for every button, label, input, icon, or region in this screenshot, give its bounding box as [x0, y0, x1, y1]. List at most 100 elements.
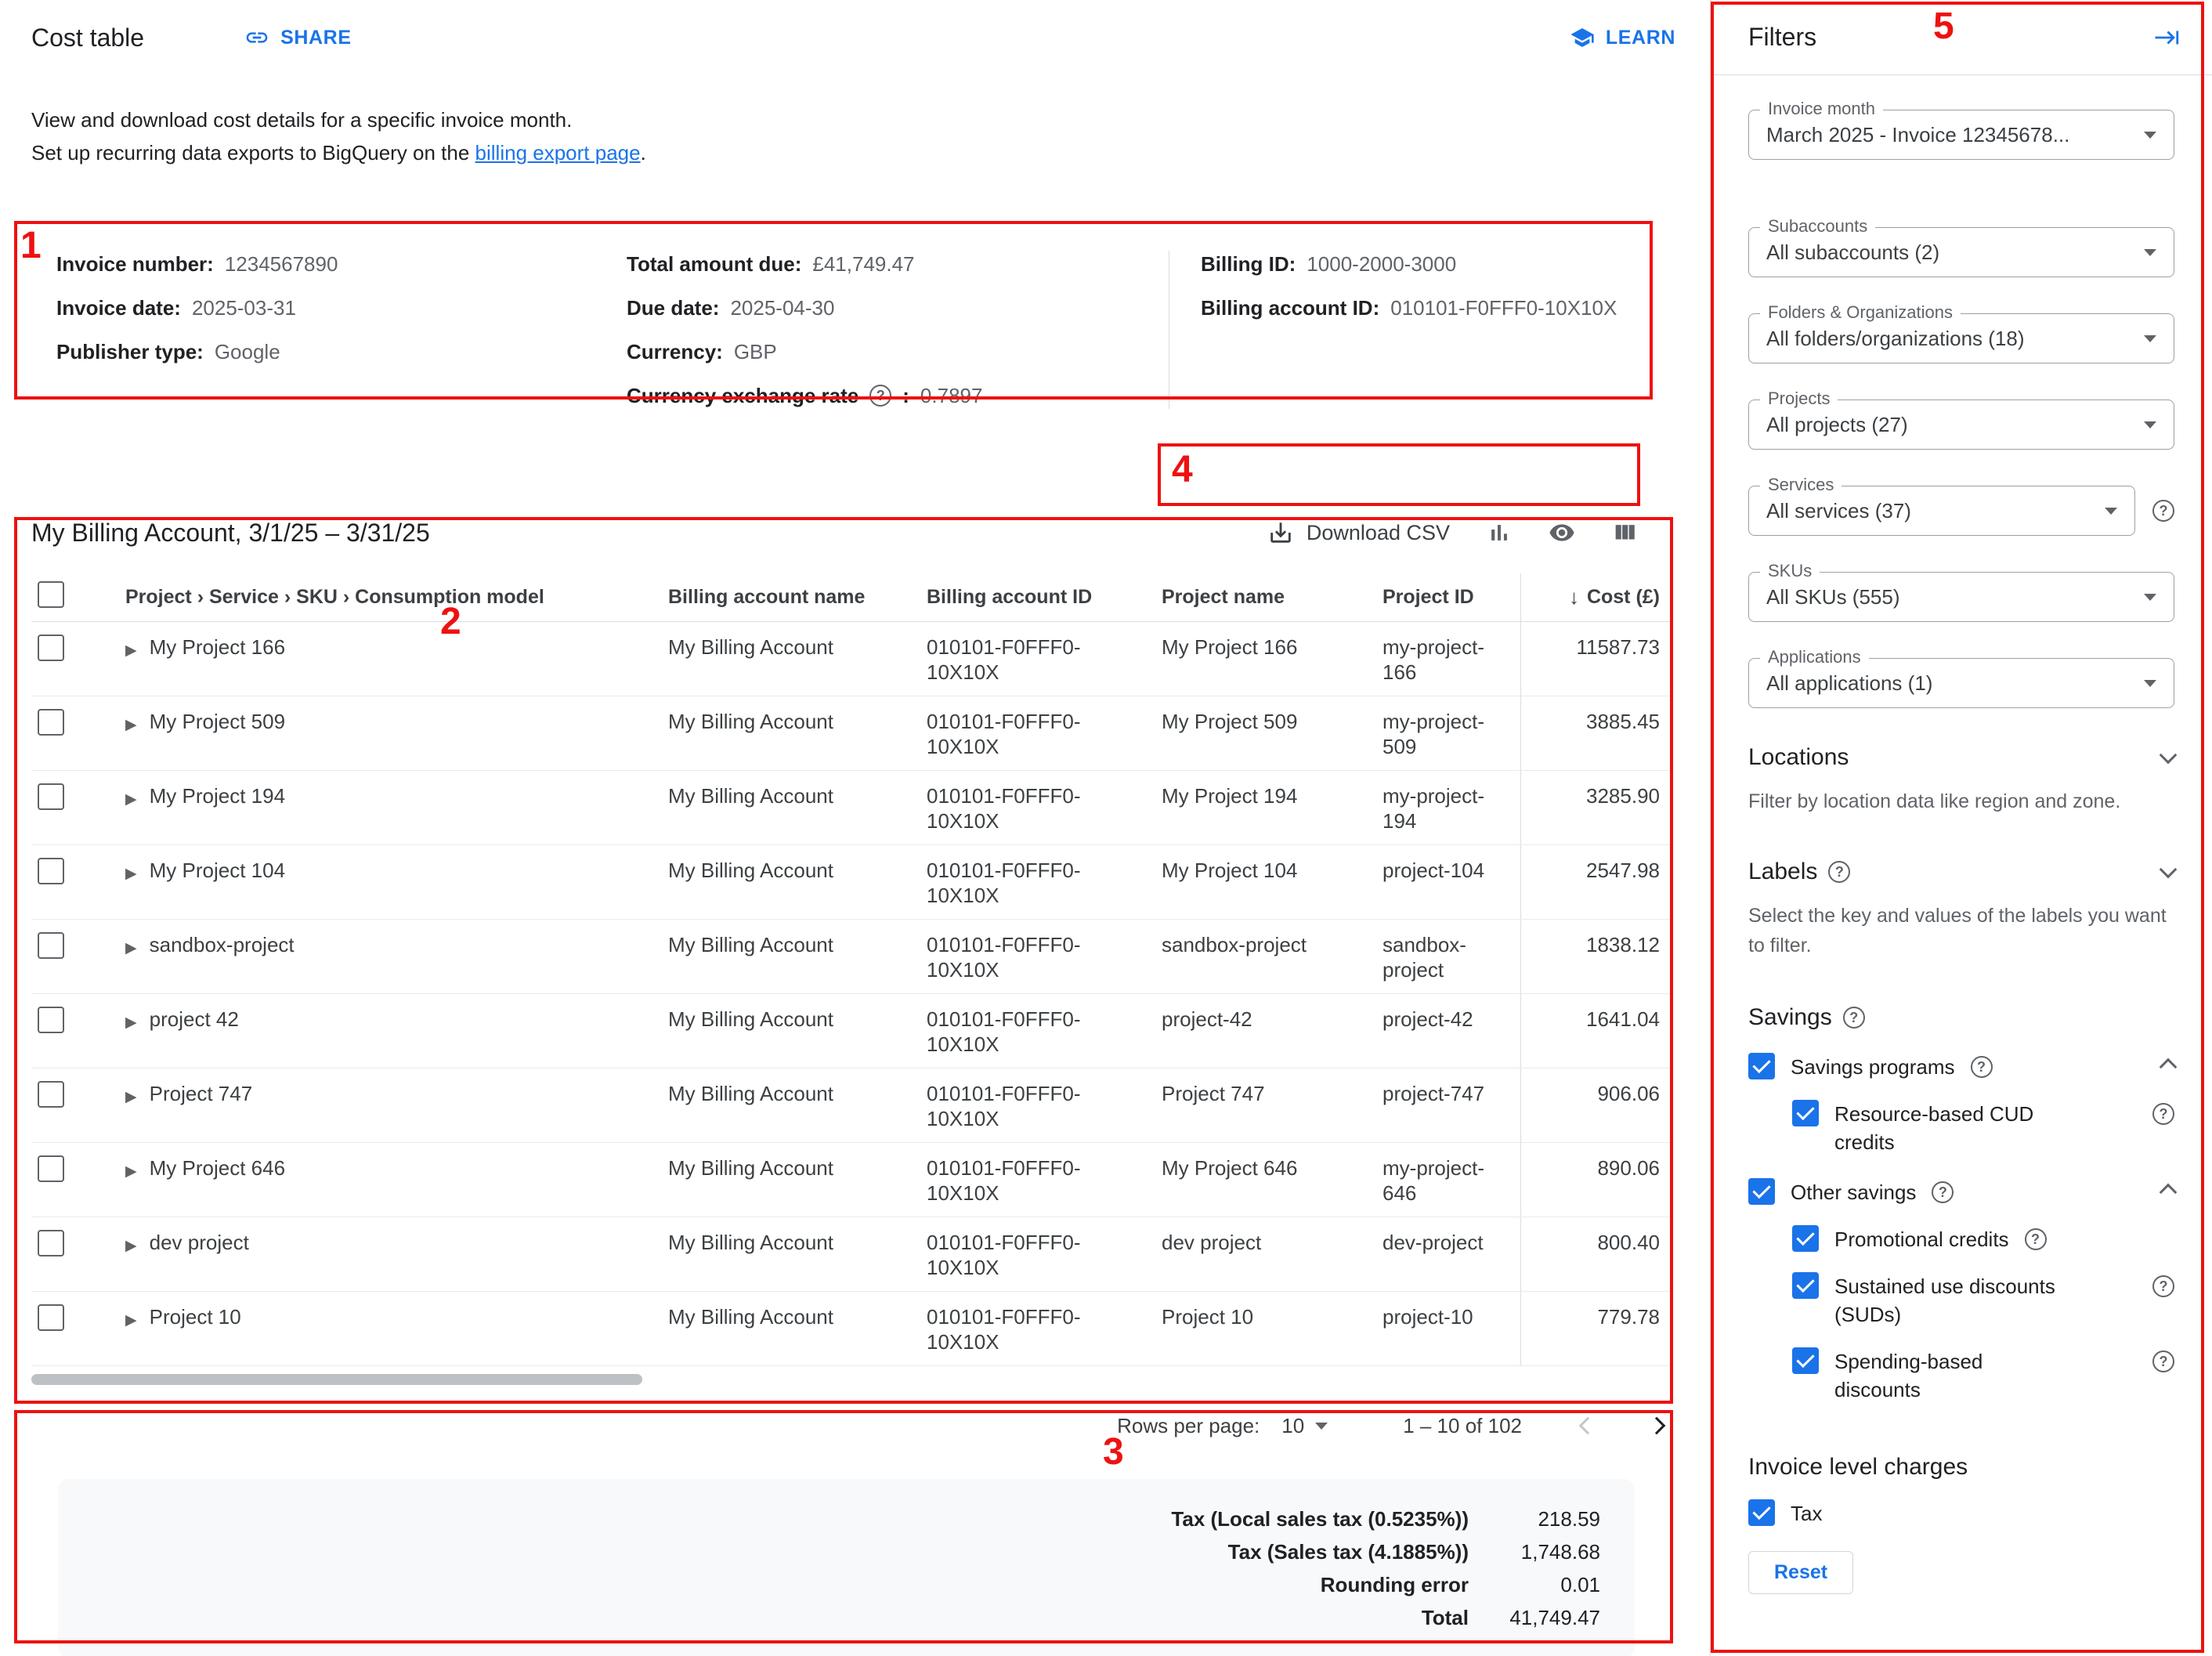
due-date-label: Due date: — [627, 296, 720, 320]
projects-select[interactable]: Projects All projects (27) — [1748, 389, 2174, 450]
table-row: Project 747 My Billing Account 010101-F0… — [31, 1068, 1672, 1143]
expand-row-icon[interactable] — [125, 858, 137, 919]
project-name-cell: My Project 509 — [1162, 710, 1298, 733]
col-cost-header[interactable]: Cost (£) — [1520, 573, 1672, 621]
resource-cud-help-icon[interactable] — [2152, 1103, 2174, 1125]
services-select[interactable]: Services All services (37) — [1748, 475, 2135, 536]
other-savings-help-icon[interactable] — [1932, 1181, 1954, 1203]
savings-programs-help-icon[interactable] — [1970, 1056, 1993, 1078]
row-checkbox[interactable] — [38, 1304, 64, 1331]
savings-programs-checkbox[interactable] — [1748, 1053, 1775, 1079]
labels-help-icon[interactable] — [1828, 861, 1851, 883]
cost-cell: 1838.12 — [1520, 920, 1672, 993]
previous-page-button[interactable] — [1578, 1416, 1597, 1435]
fx-rate-help-icon[interactable] — [869, 385, 892, 407]
folders-organizations-select[interactable]: Folders & Organizations All folders/orga… — [1748, 302, 2174, 363]
next-page-button[interactable] — [1647, 1416, 1666, 1435]
share-button[interactable]: SHARE — [244, 25, 352, 50]
select-all-checkbox[interactable] — [38, 581, 64, 608]
applications-field-value: All applications (1) — [1766, 671, 1933, 695]
invoice-date-label: Invoice date: — [56, 296, 181, 320]
expand-row-icon[interactable] — [125, 783, 137, 844]
col-project-id-header[interactable]: Project ID — [1382, 586, 1474, 608]
locations-description: Filter by location data like region and … — [1748, 790, 2121, 812]
row-checkbox[interactable] — [38, 635, 64, 661]
row-checkbox[interactable] — [38, 1155, 64, 1182]
cost-cell: 3885.45 — [1520, 696, 1672, 770]
row-checkbox[interactable] — [38, 1230, 64, 1256]
invoice-month-select[interactable]: Invoice month March 2025 - Invoice 12345… — [1748, 99, 2174, 160]
row-checkbox[interactable] — [38, 1081, 64, 1108]
dropdown-arrow-icon — [2144, 131, 2156, 139]
totals-row: Tax (Local sales tax (0.5235%)) 218.59 — [92, 1502, 1600, 1535]
invoice-month-field-label: Invoice month — [1760, 99, 1883, 119]
tax-label: Tax — [1791, 1502, 1823, 1525]
collapse-panel-button[interactable] — [2154, 24, 2181, 51]
download-csv-button[interactable]: Download CSV — [1267, 519, 1450, 546]
col-project-header[interactable]: Project › Service › SKU › Consumption mo… — [125, 586, 544, 608]
col-project-name-header[interactable]: Project name — [1162, 586, 1285, 608]
totals-value: 0.01 — [1560, 1573, 1600, 1596]
services-help-icon[interactable] — [2152, 500, 2174, 522]
invoice-summary-col-2: Total amount due: £41,749.47 Due date: 202… — [627, 251, 1169, 409]
billing-export-link[interactable]: billing export page — [475, 141, 641, 165]
columns-icon — [1615, 525, 1635, 540]
spending-based-discounts-checkbox[interactable] — [1792, 1347, 1819, 1374]
col-billing-account-id-header[interactable]: Billing account ID — [927, 586, 1093, 608]
learn-button[interactable]: LEARN — [1570, 25, 1675, 50]
reset-button[interactable]: Reset — [1748, 1551, 1854, 1594]
savings-title: Savings — [1748, 1004, 1832, 1030]
row-checkbox[interactable] — [38, 858, 64, 884]
sustained-use-discounts-checkbox[interactable] — [1792, 1272, 1819, 1299]
expand-row-icon[interactable] — [125, 635, 137, 696]
sustained-use-discounts-help-icon[interactable] — [2152, 1275, 2174, 1297]
labels-section-header[interactable]: Labels — [1748, 859, 2178, 885]
expand-row-icon[interactable] — [125, 1230, 137, 1291]
table-row: dev project My Billing Account 010101-F0… — [31, 1217, 1672, 1292]
skus-select[interactable]: SKUs All SKUs (555) — [1748, 561, 2174, 622]
expand-row-icon[interactable] — [125, 1155, 137, 1217]
row-checkbox[interactable] — [38, 1007, 64, 1033]
column-options-button[interactable] — [1611, 519, 1638, 546]
subaccounts-select[interactable]: Subaccounts All subaccounts (2) — [1748, 216, 2174, 277]
cost-cell: 11587.73 — [1520, 622, 1672, 696]
chevron-down-icon — [2159, 860, 2178, 879]
promotional-credits-checkbox[interactable] — [1792, 1225, 1819, 1252]
project-name-cell: My Project 646 — [1162, 1156, 1298, 1180]
row-checkbox[interactable] — [38, 783, 64, 810]
expand-row-icon[interactable] — [125, 1081, 137, 1142]
row-checkbox[interactable] — [38, 709, 64, 736]
row-checkbox[interactable] — [38, 932, 64, 959]
tax-checkbox[interactable] — [1748, 1499, 1775, 1526]
invoice-number-label: Invoice number: — [56, 252, 214, 276]
applications-select[interactable]: Applications All applications (1) — [1748, 647, 2174, 708]
col-billing-account-name-header[interactable]: Billing account name — [668, 586, 866, 608]
show-hide-button[interactable] — [1549, 519, 1575, 546]
billing-account-id-cell: 010101-F0FFF0-10X10X — [927, 635, 1081, 684]
fx-rate-colon: : — [902, 384, 909, 407]
rows-per-page-select[interactable]: 10 — [1281, 1414, 1328, 1438]
expand-row-icon[interactable] — [125, 1007, 137, 1068]
other-savings-checkbox[interactable] — [1748, 1178, 1775, 1205]
expand-row-icon[interactable] — [125, 709, 137, 770]
project-name-cell: My Project 104 — [1162, 859, 1298, 882]
expand-row-icon[interactable] — [125, 932, 137, 993]
intro-text: View and download cost details for a spe… — [31, 103, 1679, 169]
table-header-row: Project › Service › SKU › Consumption mo… — [31, 573, 1672, 622]
chart-view-button[interactable] — [1486, 519, 1513, 546]
billing-account-id-cell: 010101-F0FFF0-10X10X — [927, 933, 1081, 982]
chevron-up-icon[interactable] — [2159, 1058, 2178, 1076]
expand-row-icon[interactable] — [125, 1304, 137, 1365]
savings-help-icon[interactable] — [1842, 1007, 1865, 1029]
learn-label: LEARN — [1605, 26, 1675, 49]
billing-account-id-cell: 010101-F0FFF0-10X10X — [927, 784, 1081, 833]
table-toolbar: Download CSV — [1267, 519, 1638, 546]
locations-section-header[interactable]: Locations — [1748, 744, 2178, 771]
spending-based-discounts-help-icon[interactable] — [2152, 1350, 2174, 1372]
school-icon — [1570, 28, 1594, 47]
scrollbar-thumb[interactable] — [31, 1374, 642, 1385]
resource-cud-checkbox[interactable] — [1792, 1100, 1819, 1126]
chevron-up-icon[interactable] — [2159, 1183, 2178, 1202]
share-label: SHARE — [280, 26, 352, 49]
promotional-credits-help-icon[interactable] — [2024, 1228, 2047, 1250]
